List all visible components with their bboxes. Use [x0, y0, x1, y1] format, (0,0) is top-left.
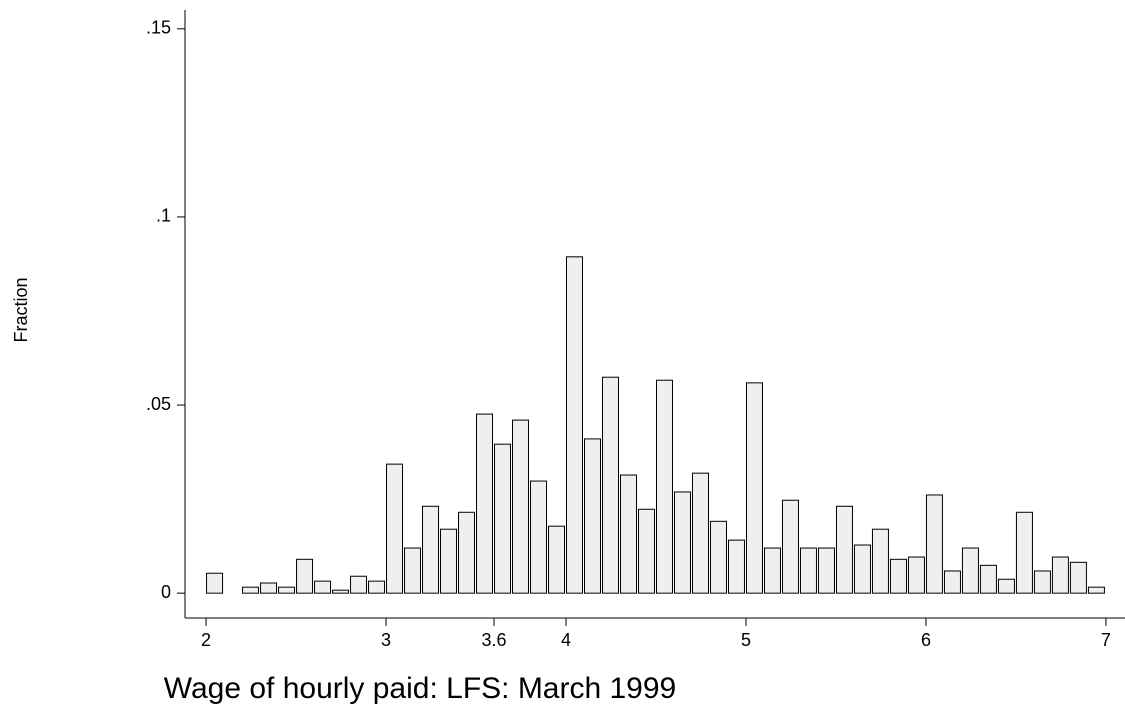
bar — [799, 547, 817, 594]
x-tick-label: 7 — [1101, 630, 1111, 650]
bar — [368, 580, 386, 594]
bar — [871, 528, 889, 594]
bar — [422, 505, 440, 594]
x-tick-label: 5 — [741, 630, 751, 650]
bar — [745, 382, 763, 594]
bar — [1087, 586, 1105, 594]
bar — [494, 443, 512, 594]
bar — [601, 376, 619, 594]
bar — [476, 413, 494, 594]
bar — [314, 580, 332, 594]
x-tick-label: 2 — [201, 630, 211, 650]
bar — [979, 564, 997, 594]
bar — [781, 499, 799, 594]
bar — [458, 511, 476, 594]
bar — [889, 558, 907, 594]
bar — [961, 547, 979, 594]
bar — [296, 558, 314, 594]
x-tick-label: 3.6 — [481, 630, 506, 650]
bar — [278, 586, 296, 594]
bar — [206, 572, 224, 594]
x-axis-title: Wage of hourly paid: LFS: March 1999 — [164, 672, 677, 705]
bar — [943, 570, 961, 594]
bar — [512, 419, 530, 594]
x-tick-label: 6 — [921, 630, 931, 650]
bar — [637, 508, 655, 594]
y-axis-title: Fraction — [11, 277, 31, 342]
y-tick-label: .15 — [146, 18, 171, 38]
bar — [242, 586, 260, 594]
x-tick-label: 3 — [381, 630, 391, 650]
y-tick-label: .1 — [156, 206, 171, 226]
bar — [404, 547, 422, 594]
bar — [566, 256, 584, 594]
bar — [350, 575, 368, 594]
bar — [673, 491, 691, 594]
bar — [1051, 556, 1069, 594]
y-tick-label: 0 — [161, 582, 171, 602]
bar — [1069, 561, 1087, 594]
bar — [763, 547, 781, 594]
bar — [925, 494, 943, 594]
bar — [530, 480, 548, 594]
bar — [1033, 570, 1051, 594]
bar — [619, 474, 637, 594]
bar — [907, 556, 925, 594]
bar — [709, 520, 727, 594]
bar — [260, 582, 278, 594]
bar — [548, 525, 566, 594]
bar — [997, 578, 1015, 594]
bar — [835, 505, 853, 594]
bar — [440, 528, 458, 594]
bar — [691, 472, 709, 594]
bar — [655, 379, 673, 594]
bar — [584, 438, 601, 594]
bar — [853, 544, 871, 594]
bar — [386, 463, 404, 594]
bar — [1015, 511, 1033, 594]
y-tick-label: .05 — [146, 394, 171, 414]
x-tick-label: 4 — [561, 630, 571, 650]
bar — [727, 539, 745, 594]
bar — [817, 547, 835, 594]
bar — [332, 589, 350, 594]
